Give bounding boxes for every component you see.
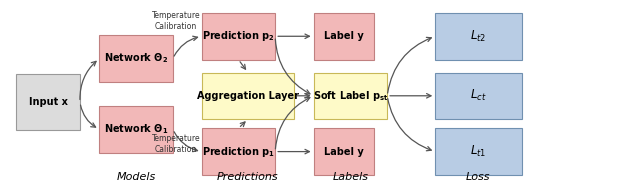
FancyBboxPatch shape [202,128,275,175]
Text: Soft Label $\mathbf{p_{st}}$: Soft Label $\mathbf{p_{st}}$ [313,89,388,103]
FancyBboxPatch shape [99,35,173,82]
Text: $\mathit{L}_{t1}$: $\mathit{L}_{t1}$ [470,144,486,159]
Text: $\mathit{L}_{ct}$: $\mathit{L}_{ct}$ [470,88,486,103]
Text: Prediction $\mathbf{p_2}$: Prediction $\mathbf{p_2}$ [202,29,275,43]
Text: Network $\mathbf{\Theta_1}$: Network $\mathbf{\Theta_1}$ [104,122,168,136]
FancyBboxPatch shape [99,106,173,153]
Text: Temperature
Calibration: Temperature Calibration [152,134,200,154]
Text: Network $\mathbf{\Theta_2}$: Network $\mathbf{\Theta_2}$ [104,52,168,65]
FancyBboxPatch shape [314,13,374,60]
Text: Models: Models [116,172,156,182]
Text: Aggregation Layer: Aggregation Layer [197,91,299,101]
Text: Input x: Input x [29,97,67,107]
Text: Loss: Loss [466,172,491,182]
Text: Labels: Labels [332,172,369,182]
FancyBboxPatch shape [435,128,522,175]
FancyBboxPatch shape [314,73,387,119]
FancyBboxPatch shape [314,128,374,175]
Text: Predictions: Predictions [217,172,279,182]
FancyBboxPatch shape [435,73,522,119]
Text: Temperature
Calibration: Temperature Calibration [152,11,200,31]
FancyBboxPatch shape [16,74,80,130]
Text: Prediction $\mathbf{p_1}$: Prediction $\mathbf{p_1}$ [202,145,275,159]
FancyBboxPatch shape [202,13,275,60]
Text: $\mathit{L}_{t2}$: $\mathit{L}_{t2}$ [470,29,486,44]
FancyBboxPatch shape [435,13,522,60]
Text: Label y: Label y [324,147,364,157]
Text: Label y: Label y [324,31,364,41]
FancyBboxPatch shape [202,73,294,119]
